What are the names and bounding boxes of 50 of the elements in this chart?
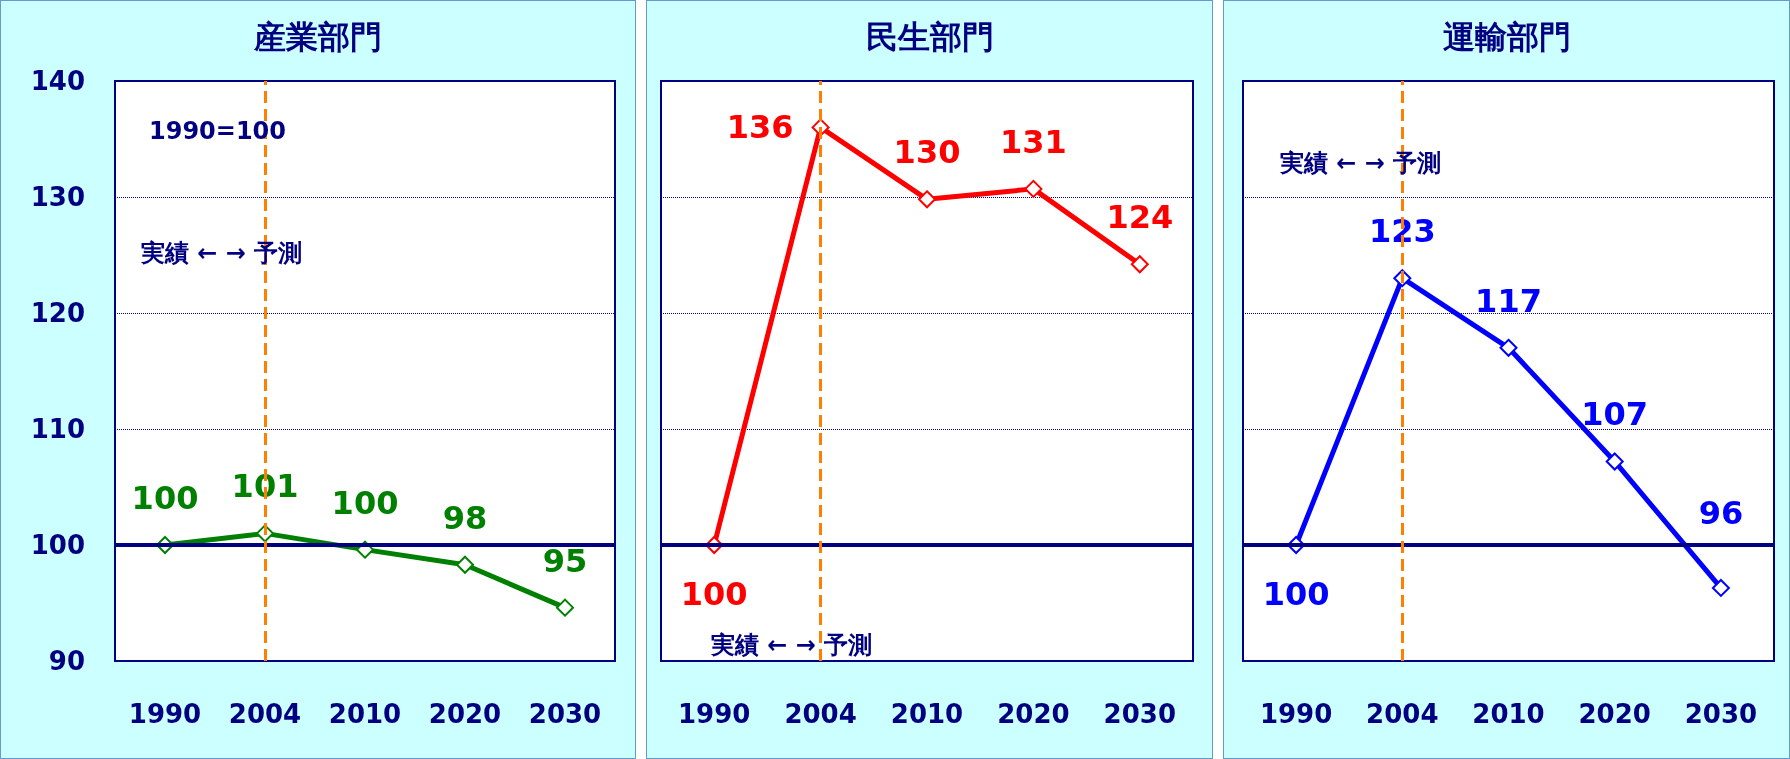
x-tick-label: 2020 xyxy=(428,699,502,729)
data-label: 96 xyxy=(1698,493,1744,532)
y-tick-label: 100 xyxy=(30,530,85,560)
data-label: 107 xyxy=(1581,395,1649,434)
x-tick-label: 2030 xyxy=(1103,699,1176,729)
x-tick-label: 2010 xyxy=(1472,699,1545,729)
x-tick-label: 2020 xyxy=(997,699,1070,729)
y-tick-label: 140 xyxy=(30,66,85,96)
x-tick-label: 2010 xyxy=(328,699,402,729)
data-label: 100 xyxy=(331,483,399,522)
y-tick-label: 90 xyxy=(48,646,85,676)
data-label: 100 xyxy=(131,479,199,517)
data-label: 130 xyxy=(893,133,961,172)
data-label: 100 xyxy=(1262,575,1330,613)
data-label: 131 xyxy=(1000,122,1067,161)
point xyxy=(1024,179,1043,198)
x-tick-label: 2030 xyxy=(1684,699,1758,729)
x-tick-label: 2004 xyxy=(1366,699,1439,729)
point xyxy=(1605,452,1624,471)
data-label: 136 xyxy=(726,108,794,147)
point xyxy=(1711,578,1730,597)
data-label: 98 xyxy=(442,498,488,537)
x-tick-label: 2004 xyxy=(784,699,857,729)
y-tick-label: 110 xyxy=(30,414,85,444)
data-label: 123 xyxy=(1368,212,1436,251)
data-label: 100 xyxy=(680,575,748,613)
point xyxy=(556,598,574,617)
annotation: 実績 ← → 予測 xyxy=(710,631,873,659)
point xyxy=(1499,338,1518,357)
x-tick-label: 1990 xyxy=(128,699,202,729)
x-tick-label: 1990 xyxy=(678,699,751,729)
x-tick-label: 1990 xyxy=(1259,699,1333,729)
y-tick-label: 120 xyxy=(30,298,85,328)
data-label: 124 xyxy=(1106,198,1174,237)
y-tick-label: 130 xyxy=(30,182,85,212)
chart-title: 運輸部門 xyxy=(1442,18,1571,56)
point xyxy=(918,190,936,209)
chart-title: 民生部門 xyxy=(865,18,994,56)
data-label: 117 xyxy=(1475,281,1542,320)
data-label: 101 xyxy=(231,467,299,506)
x-tick-label: 2030 xyxy=(528,699,602,729)
annotation: 実績 ← → 予測 xyxy=(140,239,303,267)
x-tick-label: 2020 xyxy=(1578,699,1651,729)
chart-title: 産業部門 xyxy=(253,18,382,56)
data-label: 95 xyxy=(542,541,588,580)
x-tick-label: 2010 xyxy=(890,699,964,729)
point xyxy=(456,555,474,574)
annotation: 実績 ← → 予測 xyxy=(1279,149,1442,177)
x-tick-label: 2004 xyxy=(228,699,302,729)
point xyxy=(1130,255,1149,274)
